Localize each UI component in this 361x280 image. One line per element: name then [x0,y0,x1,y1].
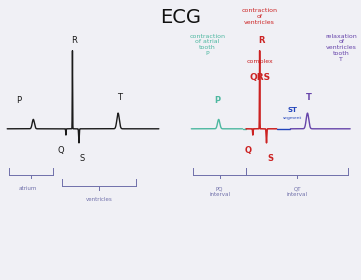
Text: T: T [306,93,312,102]
Text: T: T [117,93,122,102]
Text: P: P [214,96,220,105]
Text: ventricles: ventricles [86,197,113,202]
Text: R: R [258,36,265,45]
Text: segment: segment [283,116,302,120]
Text: contraction
of atrial
tooth
P: contraction of atrial tooth P [190,34,226,56]
Text: ST: ST [288,108,297,113]
Text: S: S [267,154,273,163]
Text: Q: Q [245,146,252,155]
Text: contraction
of
ventricles: contraction of ventricles [242,8,278,25]
Text: Q: Q [58,146,65,155]
Text: PQ
interval: PQ interval [209,186,230,197]
Text: P: P [16,96,21,105]
Text: R: R [71,36,77,45]
Text: S: S [80,154,85,163]
Text: QRS: QRS [249,73,270,82]
Text: ECG: ECG [160,8,201,27]
Text: complex: complex [246,59,273,64]
Text: atrium: atrium [18,186,37,191]
Text: relaxation
of
ventricles
tooth
T: relaxation of ventricles tooth T [325,34,357,62]
Text: QT
interval: QT interval [287,186,308,197]
